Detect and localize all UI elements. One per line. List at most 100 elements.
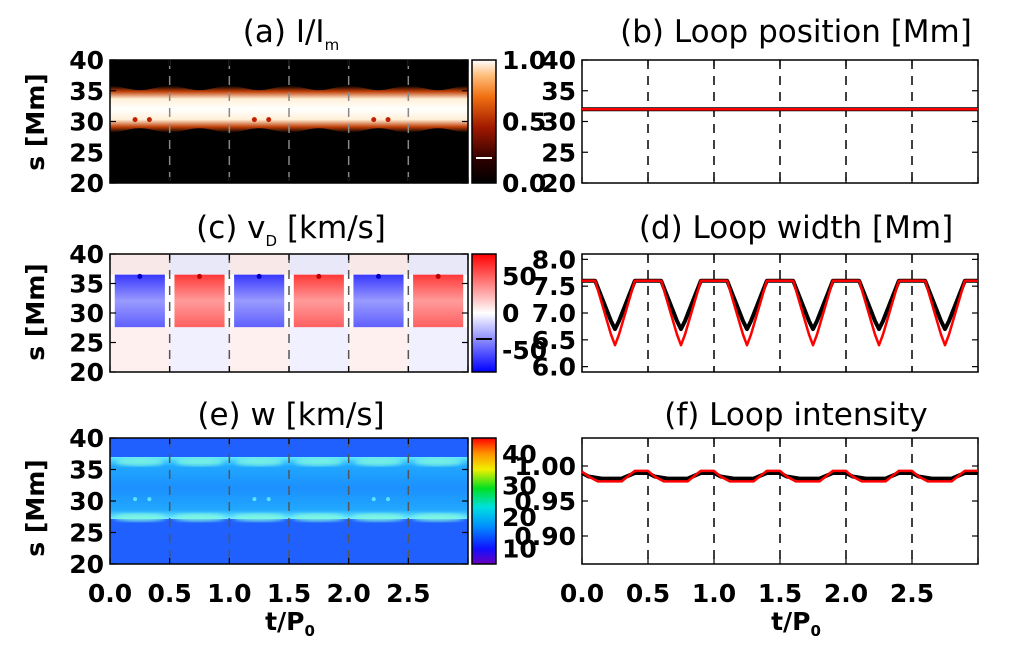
colorbar-tick-label: 30: [502, 471, 537, 500]
bright-dot: [147, 497, 152, 502]
velocity-cell-bottom: [110, 327, 170, 372]
velocity-cell-top: [348, 254, 409, 275]
y-tick-label: 6.5: [532, 326, 576, 355]
series-line-1: [581, 469, 978, 483]
x-tick-label: 2.5: [386, 579, 430, 608]
velocity-dot: [256, 273, 262, 279]
panel-c-ylabel: s [Mm]: [21, 263, 50, 360]
velocity-cell-top: [229, 254, 289, 275]
x-tick-label: 2.0: [327, 579, 371, 608]
bright-dot: [133, 497, 138, 502]
y-tick-label: 0.90: [514, 522, 576, 551]
y-tick-label: 25: [69, 519, 104, 548]
edge-highlight: [354, 457, 403, 466]
edge-highlight: [294, 457, 343, 466]
velocity-dot: [197, 273, 202, 279]
velocity-cell-bottom: [169, 327, 230, 372]
edge-highlight: [175, 457, 224, 466]
panel-d-title: (d) Loop width [Mm]: [639, 210, 953, 246]
velocity-cell: [114, 274, 165, 328]
edge-highlight: [233, 513, 286, 522]
x-tick-label: 1.5: [758, 579, 802, 608]
y-tick-label: 8.0: [532, 245, 576, 274]
x-tick-label: 2.5: [890, 579, 934, 608]
velocity-cell: [293, 274, 344, 328]
x-tick-label: 0.0: [88, 579, 132, 608]
y-tick-label: 30: [541, 108, 576, 137]
y-tick-label: 30: [69, 487, 104, 516]
y-tick-label: 35: [69, 77, 104, 106]
velocity-cell-top: [110, 254, 170, 275]
colorbar-tick-label: 0: [502, 299, 519, 328]
velocity-cell-top: [169, 254, 230, 275]
y-tick-label: 40: [69, 240, 104, 269]
colorbar-tick-label: 20: [502, 503, 537, 532]
y-tick-label: 30: [69, 299, 104, 328]
colorbar-tick-label: 10: [502, 534, 537, 563]
panel-f-xlabel: t/P0: [771, 607, 821, 640]
y-tick-label: 6.0: [532, 353, 576, 382]
bright-dot: [385, 117, 391, 123]
y-tick-label: 40: [69, 424, 104, 453]
colorbar-tick-label: 0.0: [502, 169, 546, 198]
velocity-cell-bottom: [408, 327, 468, 372]
x-tick-label: 1.5: [267, 579, 311, 608]
x-tick-label: 1.0: [692, 579, 736, 608]
y-tick-label: 40: [69, 46, 104, 75]
colorbar-tick-label: -50: [502, 336, 547, 365]
edge-highlight: [292, 513, 345, 522]
edge-highlight: [115, 457, 164, 466]
colorbar-tick-label: 0.5: [502, 108, 546, 137]
velocity-dot: [435, 273, 441, 279]
velocity-cell: [234, 274, 285, 328]
bright-dot: [266, 117, 272, 123]
bright-dot: [146, 117, 152, 123]
bright-dot: [252, 497, 257, 502]
y-tick-label: 20: [541, 169, 576, 198]
y-tick-label: 7.0: [532, 299, 576, 328]
panel-a-bright-dots: [132, 117, 391, 123]
velocity-dot: [316, 273, 322, 279]
velocity-cell-bottom: [289, 327, 349, 372]
bright-dot: [266, 497, 271, 502]
edge-highlight: [113, 513, 166, 522]
y-tick-label: 30: [69, 108, 104, 137]
edge-highlight: [173, 513, 226, 522]
x-tick-label: 1.0: [207, 579, 251, 608]
panel-e-ylabel: s [Mm]: [21, 459, 50, 556]
y-tick-label: 35: [69, 456, 104, 485]
bright-dot: [251, 117, 257, 123]
series-line-0: [581, 471, 978, 481]
edge-highlight: [352, 513, 405, 522]
y-tick-label: 20: [69, 550, 104, 579]
velocity-cell-bottom: [348, 327, 409, 372]
x-tick-label: 2.0: [824, 579, 868, 608]
y-tick-label: 0.95: [514, 487, 576, 516]
y-tick-label: 40: [541, 46, 576, 75]
bright-dot: [132, 117, 138, 123]
series-line-1: [582, 279, 978, 347]
bright-dot: [371, 497, 376, 502]
y-tick-label: 35: [69, 270, 104, 299]
y-tick-label: 7.5: [532, 272, 576, 301]
panel-e-colorbar: [471, 437, 497, 565]
y-tick-label: 25: [69, 329, 104, 358]
x-tick-label: 0.0: [560, 579, 604, 608]
y-tick-label: 25: [541, 138, 576, 167]
velocity-cell: [413, 274, 464, 328]
bright-dot: [371, 117, 377, 123]
panel-e-title: (e) w [km/s]: [197, 397, 384, 433]
colorbar-tick-label: 40: [502, 440, 537, 469]
velocity-cell-bottom: [229, 327, 289, 372]
panel-a-ylabel: s [Mm]: [21, 73, 50, 170]
y-tick-label: 25: [69, 138, 104, 167]
bright-dot: [386, 497, 391, 502]
edge-highlight: [412, 513, 465, 522]
panel-f-title: (f) Loop intensity: [664, 397, 928, 433]
colorbar-tick-label: 50: [502, 262, 537, 291]
panel-e-xlabel: t/P0: [265, 607, 315, 640]
edge-highlight: [414, 457, 463, 466]
y-tick-label: 20: [69, 358, 104, 387]
velocity-dot: [376, 273, 381, 279]
